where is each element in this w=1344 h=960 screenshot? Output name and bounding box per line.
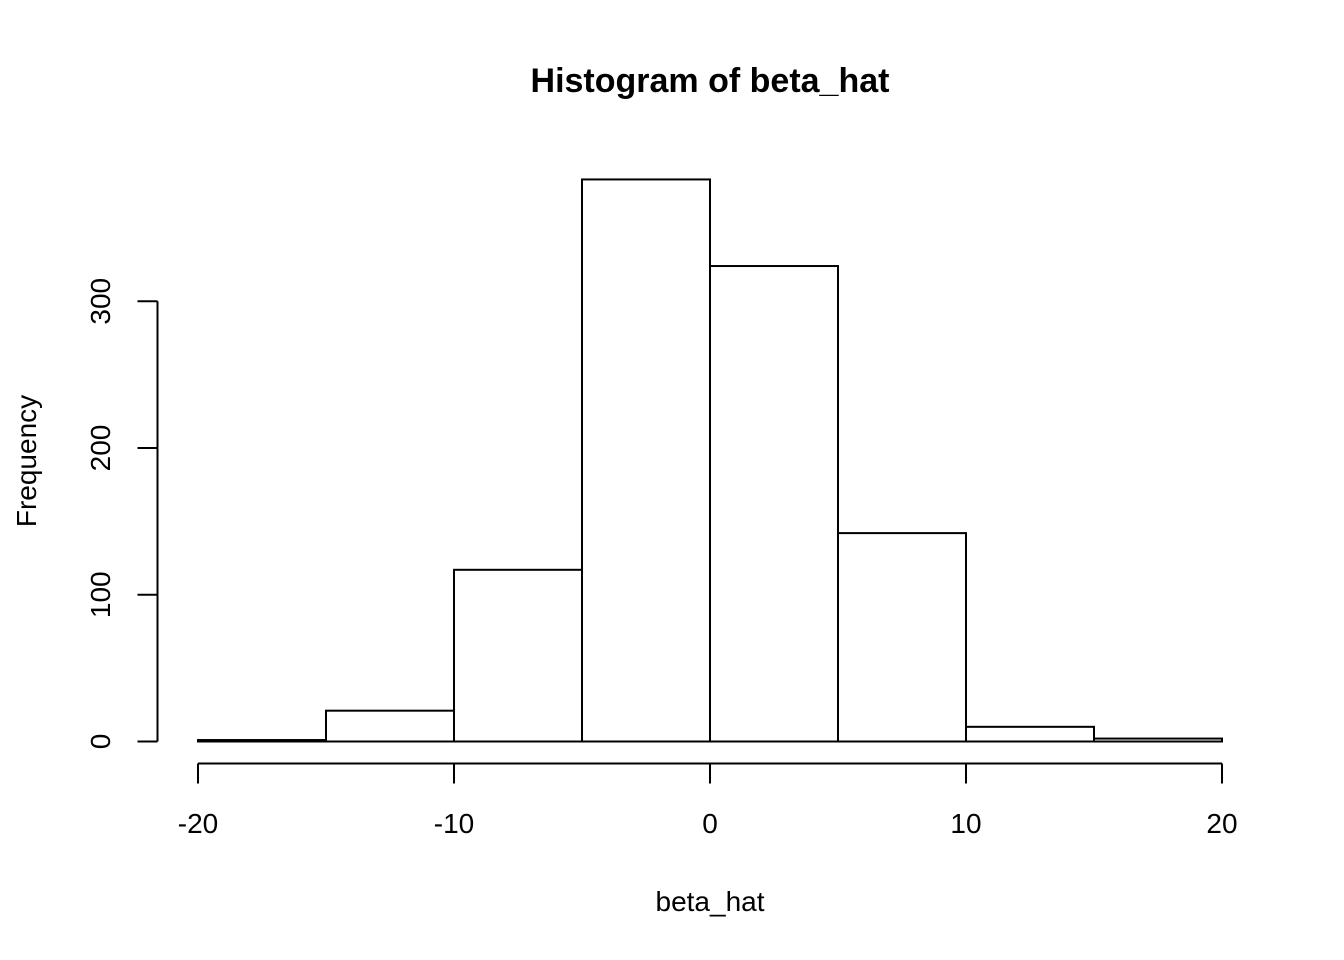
histogram-bar-2 [325,709,455,743]
x-tick-label: 20 [1206,808,1237,839]
histogram-bar-4 [581,178,711,743]
x-tick-label: -10 [434,808,474,839]
histogram-bar-7 [965,725,1095,743]
x-tick-label: 10 [950,808,981,839]
y-tick-label: 200 [85,425,116,472]
x-axis: -20 -10 0 10 20 [178,762,1238,839]
histogram-bar-8 [1093,737,1223,743]
y-axis-label: Frequency [11,395,42,527]
x-axis-label: beta_hat [656,886,765,917]
y-tick-label: 100 [85,571,116,618]
histogram-bar-1 [197,739,327,743]
x-tick-label: 0 [702,808,718,839]
chart-title: Histogram of beta_hat [531,62,890,100]
y-axis: 0 100 200 300 [85,278,159,750]
y-tick-label: 300 [85,278,116,325]
histogram-bar-3 [453,568,583,743]
y-tick-label: 0 [85,734,116,750]
histogram-bar-5 [709,265,839,743]
x-tick-label: -20 [178,808,218,839]
histogram-bar-6 [837,532,967,743]
histogram-bars [197,178,1223,743]
